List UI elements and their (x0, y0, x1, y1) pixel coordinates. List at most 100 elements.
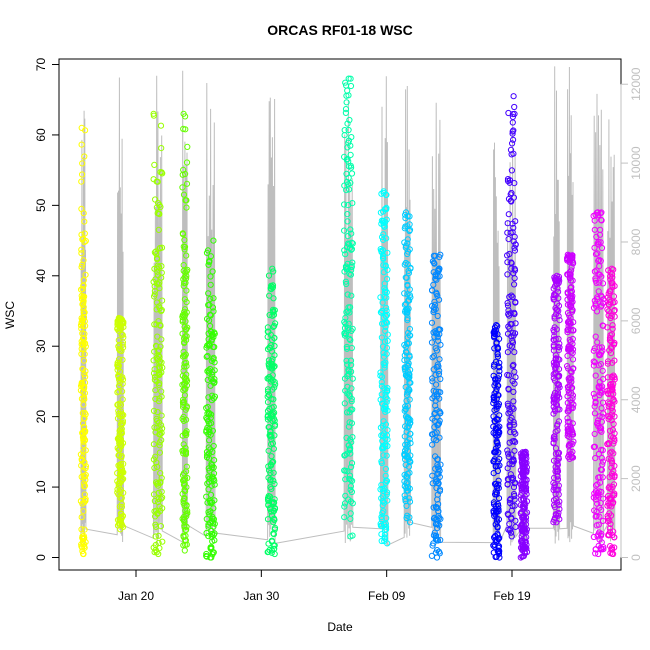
wsc-point (264, 399, 272, 406)
wsc-point (407, 430, 414, 437)
flight-series-rf04 (179, 110, 191, 554)
wsc-point (406, 286, 413, 293)
wsc-point (348, 246, 355, 253)
wsc-point (594, 240, 601, 247)
wsc-point (381, 280, 388, 287)
wsc-point (80, 442, 87, 449)
wsc-point (490, 400, 497, 407)
wsc-point (182, 488, 189, 495)
wsc-point (591, 226, 598, 233)
wsc-point (594, 417, 602, 424)
wsc-point (565, 425, 572, 432)
wsc-point (154, 178, 161, 185)
wsc-point (569, 257, 576, 264)
wsc-point (433, 406, 440, 413)
wsc-point (429, 287, 436, 294)
wsc-point (343, 280, 350, 288)
wsc-point (508, 167, 515, 174)
wsc-point (430, 504, 437, 511)
wsc-point (211, 359, 218, 366)
wsc-point (555, 381, 562, 388)
wsc-point (151, 321, 158, 328)
wsc-point (432, 535, 440, 542)
wsc-point (611, 472, 618, 479)
wsc-point (493, 388, 500, 395)
wsc-point (79, 330, 86, 337)
wsc-point (504, 252, 511, 259)
wsc-point (180, 348, 187, 355)
wsc-point (159, 425, 166, 432)
wsc-point (157, 321, 164, 329)
wsc-point (508, 458, 515, 465)
wsc-point (433, 504, 440, 511)
wsc-point (505, 386, 512, 393)
wsc-point (569, 255, 576, 262)
wsc-point (382, 402, 389, 409)
wsc-point (592, 211, 599, 218)
wsc-point (82, 368, 89, 375)
wsc-point (157, 478, 164, 485)
wsc-point (431, 529, 438, 536)
wsc-point (510, 388, 517, 395)
wsc-point (341, 400, 348, 407)
wsc-point (181, 323, 188, 330)
wsc-point (151, 376, 158, 383)
wsc-point (504, 299, 511, 307)
y-tick-label-6: 60 (34, 128, 48, 142)
wsc-point (512, 439, 519, 446)
wsc-point (344, 383, 351, 390)
wsc-point (566, 403, 573, 410)
wsc-point (604, 358, 612, 365)
wsc-point (554, 461, 562, 468)
wsc-point (268, 499, 275, 506)
wsc-point (433, 347, 440, 354)
wsc-point (183, 180, 191, 187)
wsc-point (381, 499, 388, 506)
wsc-point (347, 304, 354, 311)
wsc-point (271, 524, 279, 532)
wsc-point (345, 158, 352, 165)
wsc-point (519, 480, 526, 488)
wsc-point (183, 252, 190, 259)
wsc-point (552, 495, 559, 502)
wsc-point (155, 495, 162, 503)
wsc-point (207, 431, 214, 438)
wsc-point (611, 374, 618, 381)
wsc-point (268, 365, 275, 372)
wsc-point (592, 251, 600, 258)
wsc-point (378, 531, 385, 538)
wsc-point (609, 491, 616, 499)
wsc-point (346, 116, 353, 124)
wsc-point (567, 289, 575, 296)
wsc-point (564, 383, 572, 391)
wsc-point (80, 309, 87, 316)
wsc-point (151, 249, 158, 256)
wsc-point (348, 385, 355, 392)
wsc-point (552, 445, 560, 452)
wsc-point (555, 279, 562, 287)
wsc-point (598, 454, 605, 462)
wsc-point (520, 484, 527, 491)
wsc-point (341, 201, 348, 208)
wsc-point (517, 496, 525, 503)
wsc-point (383, 387, 391, 394)
wsc-point (203, 404, 210, 412)
wsc-point (115, 373, 122, 380)
wsc-point (493, 385, 500, 392)
wsc-point (348, 398, 355, 405)
wsc-point (551, 436, 558, 443)
wsc-point (204, 352, 211, 360)
wsc-point (382, 472, 389, 479)
wsc-point (609, 284, 616, 291)
wsc-point (207, 295, 214, 302)
wsc-point (608, 448, 615, 455)
wsc-point (82, 271, 89, 278)
wsc-point (182, 113, 189, 120)
wsc-point (604, 324, 611, 331)
wsc-point (341, 227, 348, 234)
wsc-point (383, 452, 390, 459)
wsc-point (504, 447, 511, 454)
wsc-point (590, 533, 598, 541)
wsc-point (343, 357, 350, 364)
